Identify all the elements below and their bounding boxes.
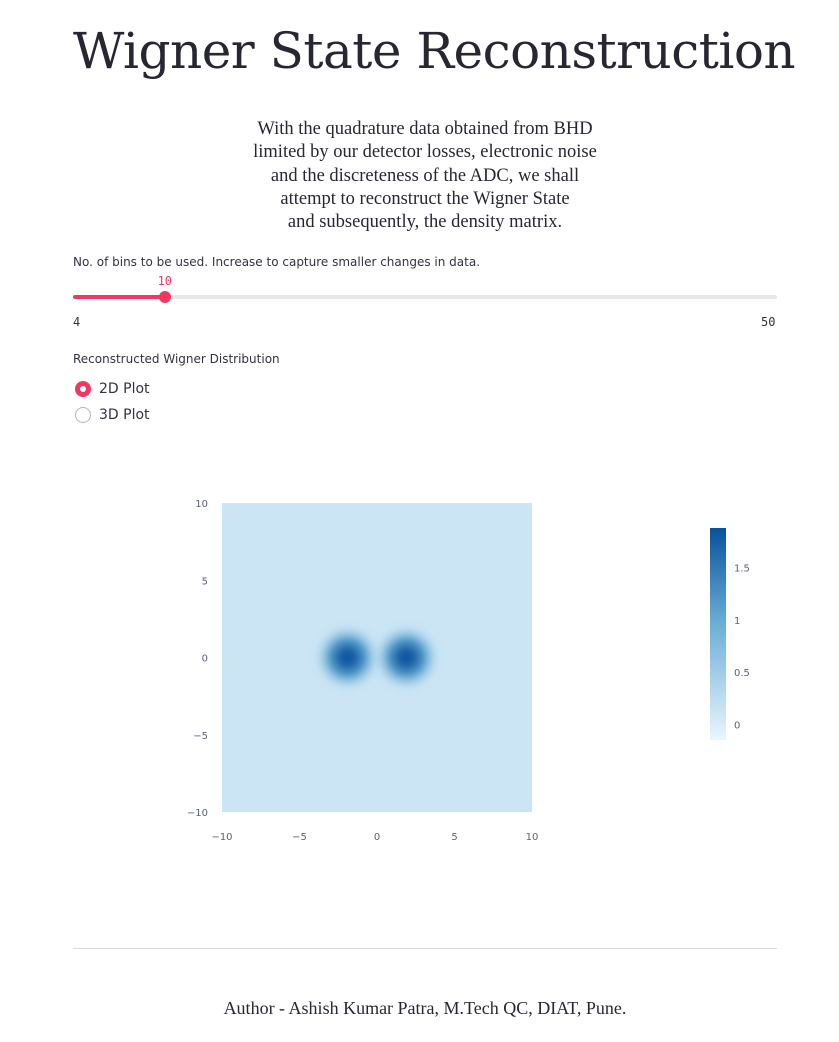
radio-2d-plot-label: 2D Plot — [99, 381, 150, 397]
x-axis-ticks: −10 −5 0 5 10 — [211, 832, 538, 843]
y-tick-label: −5 — [193, 731, 208, 742]
bins-slider-min: 4 — [73, 315, 81, 329]
bins-slider-track[interactable] — [73, 295, 777, 299]
y-tick-label: 0 — [202, 654, 208, 665]
radio-unselected-icon — [75, 407, 91, 423]
intro-line: limited by our detector losses, electron… — [253, 142, 597, 163]
radio-3d-plot[interactable]: 3D Plot — [75, 407, 150, 423]
heatmap-peak — [392, 643, 421, 672]
plot-type-label: Reconstructed Wigner Distribution — [73, 352, 280, 366]
y-tick-label: 5 — [202, 576, 208, 587]
colorbar — [710, 528, 726, 740]
x-tick-label: −10 — [211, 832, 232, 843]
bins-slider-thumb[interactable] — [158, 291, 171, 303]
x-tick-label: −5 — [292, 832, 307, 843]
intro-line: attempt to reconstruct the Wigner State — [280, 188, 570, 209]
intro-line: and the discreteness of the ADC, we shal… — [270, 165, 580, 186]
radio-selected-icon — [75, 381, 91, 397]
x-tick-label: 0 — [374, 832, 380, 843]
colorbar-ticks: 0 0.5 1 1.5 — [734, 564, 750, 732]
bins-slider-label: No. of bins to be used. Increase to capt… — [73, 255, 481, 269]
colorbar-tick-label: 1.5 — [734, 564, 750, 575]
colorbar-tick-label: 1 — [734, 616, 740, 627]
y-axis-ticks: −10 −5 0 5 10 — [187, 499, 208, 819]
bins-slider-max: 50 — [761, 315, 776, 329]
heatmap-peak — [333, 643, 362, 672]
intro-line: With the quadrature data obtained from B… — [257, 119, 593, 139]
wigner-heatmap-chart: −10 −5 0 5 10 −10 −5 0 5 10 0 0.5 1 1.5 — [187, 499, 750, 843]
x-tick-label: 5 — [451, 832, 457, 843]
footer-author: Author - Ashish Kumar Patra, M.Tech QC, … — [223, 998, 627, 1018]
radio-3d-plot-label: 3D Plot — [99, 407, 150, 423]
footer-divider — [73, 948, 777, 949]
intro-paragraph: With the quadrature data obtained from B… — [160, 118, 690, 234]
bins-slider-value: 10 — [157, 274, 173, 288]
bins-slider-fill — [73, 295, 165, 299]
heatmap-background — [222, 503, 532, 812]
colorbar-tick-label: 0.5 — [734, 668, 750, 679]
radio-2d-plot[interactable]: 2D Plot — [75, 381, 150, 397]
y-tick-label: −10 — [187, 808, 208, 819]
y-tick-label: 10 — [195, 499, 208, 510]
intro-line: and subsequently, the density matrix. — [287, 212, 563, 233]
page-title: Wigner State Reconstruction — [73, 22, 796, 80]
heatmap-marks — [323, 633, 431, 682]
colorbar-tick-label: 0 — [734, 720, 740, 731]
x-tick-label: 10 — [526, 832, 539, 843]
